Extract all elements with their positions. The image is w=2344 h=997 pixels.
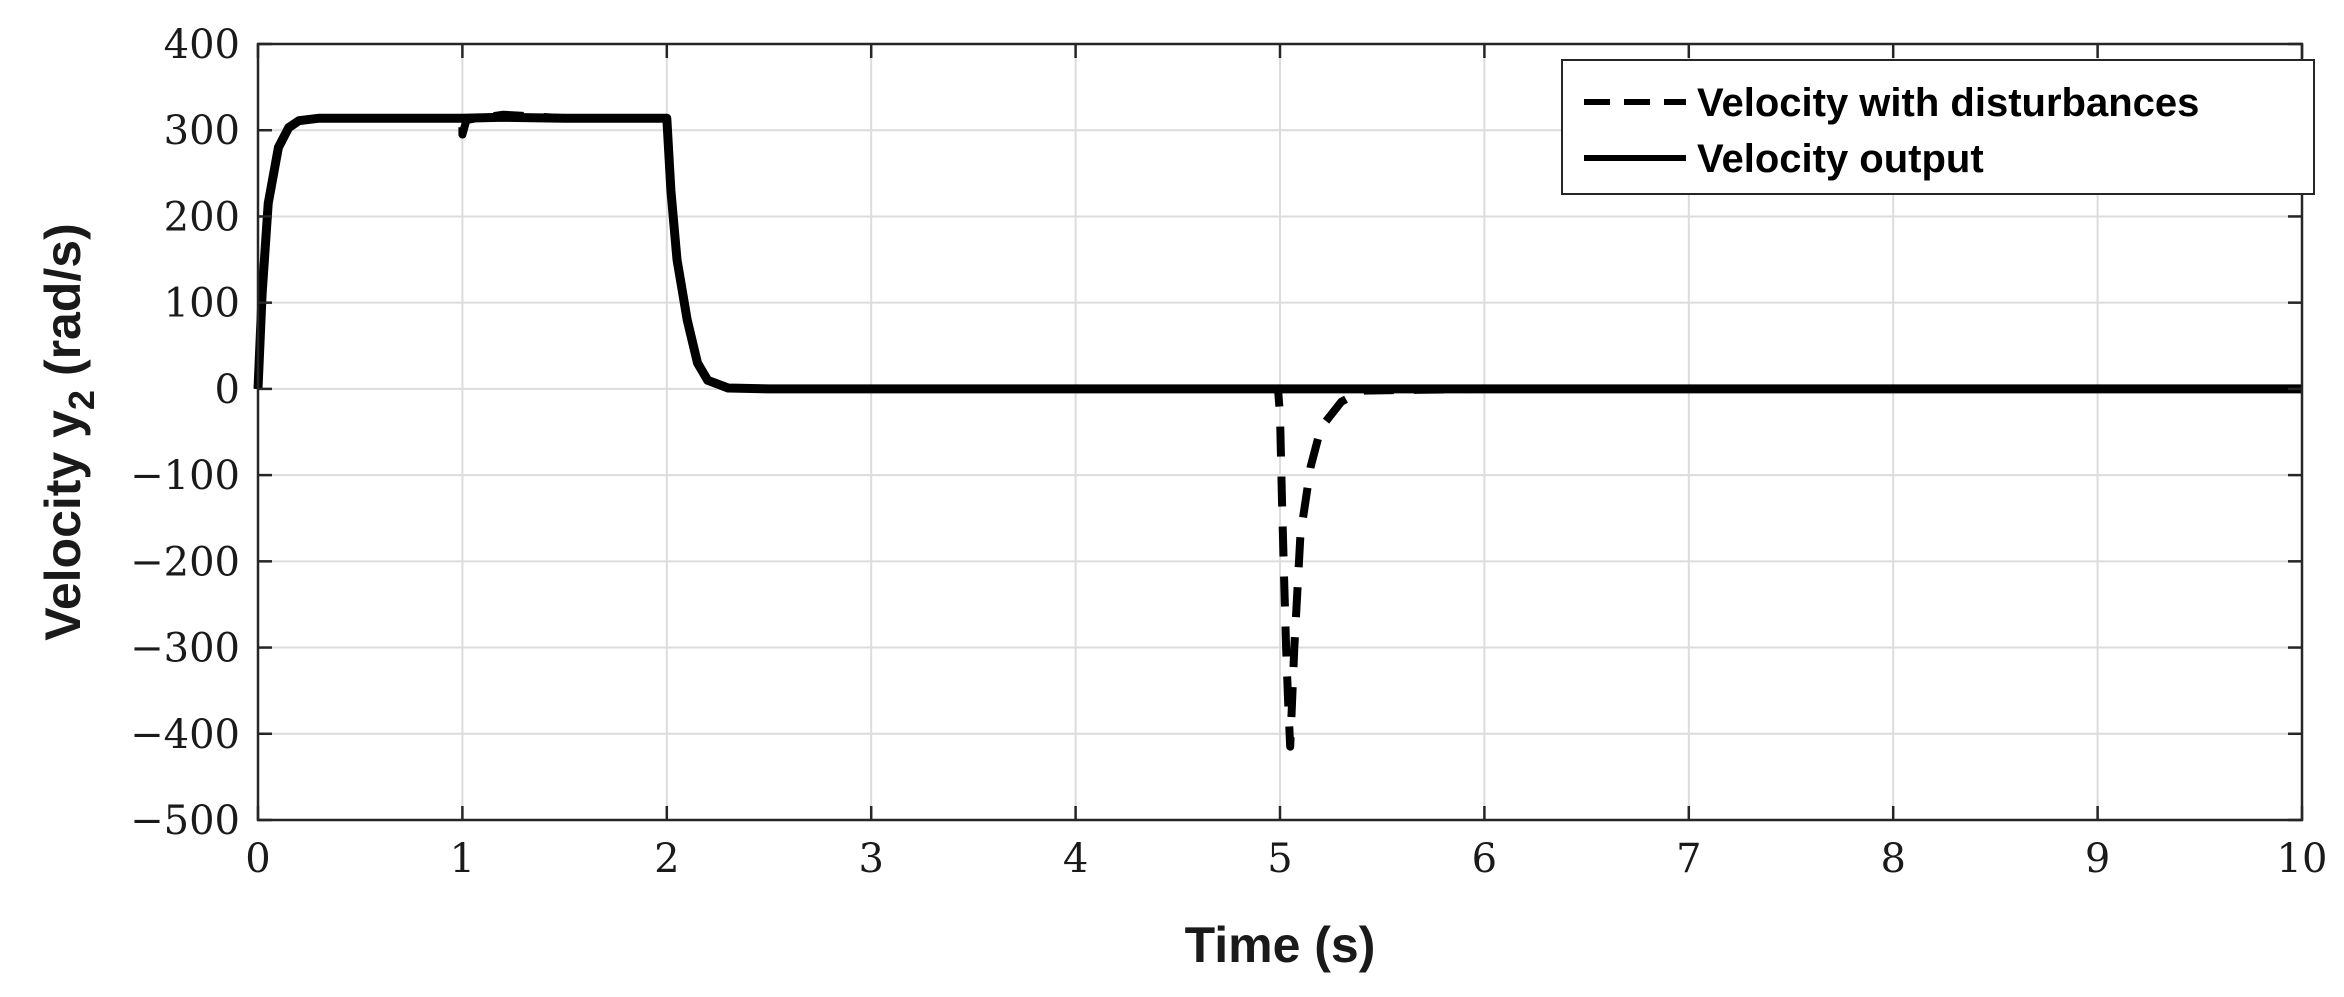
legend-box <box>1561 59 2315 195</box>
y-tick-label: −400 <box>130 712 240 758</box>
x-tick-label: 0 <box>245 836 270 882</box>
y-axis-title-subscript: 2 <box>61 390 102 410</box>
x-tick-label: 8 <box>1880 836 1905 882</box>
legend-entry-velocity-with-disturbances: Velocity with disturbances <box>1697 81 2199 125</box>
x-tick-label: 9 <box>2085 836 2110 882</box>
x-tick-label: 6 <box>1472 836 1497 882</box>
y-tick-label: 100 <box>164 281 240 327</box>
y-tick-label: 300 <box>164 108 240 154</box>
x-axis-title: Time (s) <box>1185 917 1376 973</box>
axis-ticks: 0 1 2 3 4 5 6 7 8 9 10 400 300 200 100 0 −100 −200 −300 −40… <box>130 22 2327 882</box>
y-axis-title: Velocity y2 (rad/s) <box>35 223 102 641</box>
y-tick-label: −500 <box>130 798 240 844</box>
y-tick-label: 200 <box>164 194 240 240</box>
x-tick-label: 1 <box>450 836 475 882</box>
y-axis-title-main: Velocity y <box>35 410 91 641</box>
x-tick-label: 5 <box>1267 836 1292 882</box>
y-tick-label: 400 <box>164 22 240 68</box>
series-lines <box>253 110 2302 751</box>
x-tick-label: 2 <box>654 836 679 882</box>
x-tick-label: 4 <box>1063 836 1088 882</box>
x-tick-label: 10 <box>2277 836 2328 882</box>
legend-entry-velocity-output: Velocity output <box>1697 137 1984 181</box>
x-tick-label: 7 <box>1676 836 1701 882</box>
y-axis-title-unit: (rad/s) <box>35 223 91 376</box>
legend: Velocity with disturbances Velocity outp… <box>1561 59 2315 195</box>
y-tick-label: −300 <box>130 626 240 672</box>
y-tick-label: −200 <box>130 539 240 585</box>
y-tick-label: −100 <box>130 453 240 499</box>
x-tick-label: 3 <box>858 836 883 882</box>
series-line-velocity-output <box>253 112 2302 394</box>
y-tick-label: 0 <box>215 367 240 413</box>
